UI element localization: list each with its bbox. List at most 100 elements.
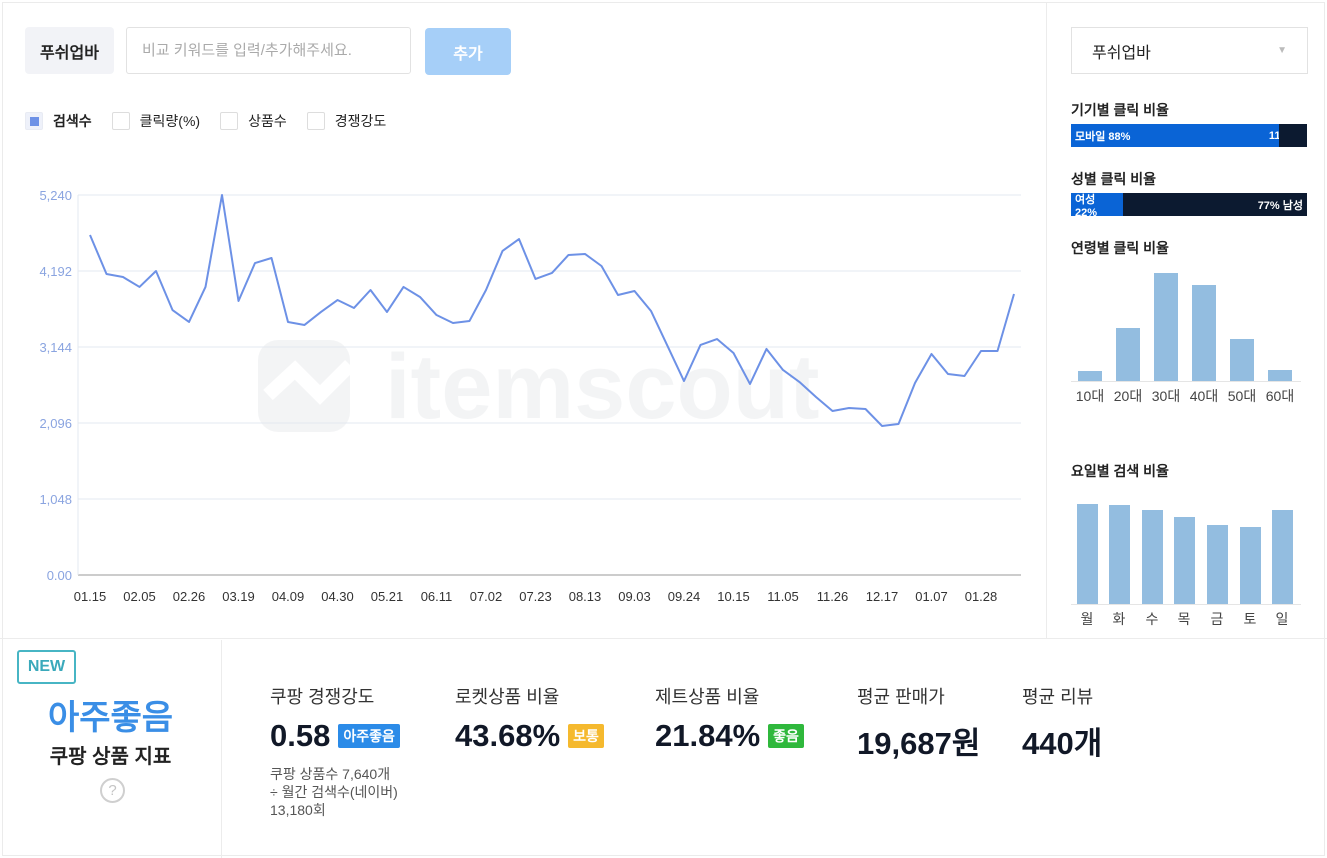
day-label: 일 — [1275, 611, 1289, 627]
pc-segment — [1278, 124, 1307, 147]
x-tick-label: 01.28 — [965, 589, 998, 604]
legend-label: 검색수 — [53, 113, 92, 129]
legend-competition[interactable]: 경쟁강도 — [306, 111, 387, 131]
day-label: 수 — [1145, 611, 1159, 627]
male-label: 77% 남성 — [1257, 199, 1303, 212]
age-bar — [1192, 284, 1216, 381]
metric-label: 평균 판매가 — [857, 687, 945, 707]
divider — [0, 638, 1327, 639]
add-button[interactable]: 추가 — [425, 28, 511, 75]
legend-search-count[interactable]: 검색수 — [25, 111, 92, 131]
chevron-down-icon: ▼ — [1277, 45, 1287, 56]
grade-badge: 아주좋음 — [338, 724, 400, 748]
metric-value: 19,687원 — [857, 718, 980, 763]
age-bar — [1230, 338, 1254, 381]
gender-ratio-bar: 여성 22% 77% 남성 — [1071, 193, 1307, 219]
day-label: 화 — [1112, 611, 1126, 627]
y-tick-label: 4,192 — [39, 264, 72, 279]
metric-value: 0.58 아주좋음 — [270, 718, 400, 754]
day-label: 목 — [1177, 611, 1191, 627]
age-label: 40대 — [1189, 388, 1219, 404]
x-tick-label: 06.11 — [421, 589, 453, 604]
legend-label: 상품수 — [248, 113, 287, 129]
avg-review-value: 440개 — [1022, 726, 1103, 761]
note-line: ÷ 월간 검색수(네이버) — [270, 784, 398, 800]
legend-label: 클릭량(%) — [139, 113, 201, 129]
x-tick-label: 10.15 — [717, 589, 750, 604]
checkbox[interactable] — [111, 112, 130, 130]
legend-label: 경쟁강도 — [334, 113, 387, 129]
divider — [221, 640, 222, 858]
mobile-label: 모바일 88% — [1075, 130, 1131, 143]
age-bar — [1078, 371, 1102, 381]
x-tick-label: 09.03 — [618, 589, 651, 604]
keyword-chip[interactable]: 푸쉬업바 — [25, 27, 114, 74]
metric-label: 로켓상품 비율 — [455, 687, 560, 707]
x-tick-label: 02.26 — [173, 589, 206, 604]
age-label: 50대 — [1227, 388, 1257, 404]
x-tick-label: 05.21 — [371, 589, 404, 604]
device-ratio-bar: 모바일 88%11% PC — [1071, 124, 1309, 147]
day-bar — [1239, 527, 1261, 604]
jet-ratio-value: 21.84% — [655, 718, 761, 753]
x-tick-label: 09.24 — [668, 589, 701, 604]
watermark-text: itemscout — [385, 336, 820, 438]
age-bar — [1154, 273, 1178, 381]
x-tick-label: 11.05 — [767, 589, 799, 604]
day-label: 토 — [1243, 611, 1257, 627]
x-tick-label: 02.05 — [123, 589, 156, 604]
y-tick-label: 0.00 — [47, 568, 72, 583]
day-title: 요일별 검색 비율 — [1071, 463, 1169, 479]
note-line: 쿠팡 상품수 7,640개 — [270, 766, 391, 782]
help-icon[interactable]: ? — [100, 778, 125, 803]
age-label: 60대 — [1265, 388, 1295, 404]
age-label: 20대 — [1113, 388, 1143, 404]
coupang-indicator-title: 쿠팡 상품 지표 — [49, 746, 172, 768]
y-tick-label: 1,048 — [39, 492, 72, 507]
x-tick-label: 11.26 — [817, 589, 849, 604]
divider — [1046, 3, 1047, 639]
checkbox[interactable] — [306, 112, 325, 130]
metric-label: 쿠팡 경쟁강도 — [270, 687, 375, 707]
day-label: 월 — [1080, 611, 1094, 627]
x-tick-label: 01.07 — [915, 589, 948, 604]
keyword-select[interactable]: 푸쉬업바 ▼ — [1071, 27, 1308, 74]
legend-click-rate[interactable]: 클릭량(%) — [111, 111, 201, 131]
y-tick-label: 5,240 — [39, 188, 72, 203]
metric-value: 440개 — [1022, 718, 1102, 763]
new-badge: NEW — [17, 650, 76, 684]
avg-price-value: 19,687원 — [857, 726, 981, 761]
day-bar — [1108, 505, 1130, 604]
watermark-logo: itemscout — [258, 336, 820, 438]
checkbox[interactable] — [220, 112, 239, 130]
metric-value: 43.68% 보통 — [455, 718, 604, 754]
day-bar — [1271, 510, 1293, 604]
legend-product-count[interactable]: 상품수 — [220, 111, 287, 131]
day-bar — [1076, 504, 1098, 604]
female-segment: 여성 22% — [1071, 193, 1123, 219]
device-title: 기기별 클릭 비율 — [1071, 102, 1169, 118]
grade-badge: 좋음 — [768, 724, 804, 748]
male-segment: 77% 남성 — [1254, 193, 1307, 216]
metric-label: 제트상품 비율 — [655, 687, 760, 707]
day-bar — [1141, 509, 1163, 604]
competition-note: 쿠팡 상품수 7,640개 ÷ 월간 검색수(네이버) 13,180회 — [270, 765, 440, 819]
age-label: 10대 — [1075, 388, 1105, 404]
x-tick-label: 04.09 — [272, 589, 305, 604]
female-label: 여성 22% — [1075, 193, 1098, 219]
x-tick-label: 04.30 — [321, 589, 354, 604]
day-label: 금 — [1210, 611, 1224, 627]
series-line — [89, 194, 1015, 427]
x-tick-label: 03.19 — [222, 589, 255, 604]
note-line: 13,180회 — [270, 802, 326, 818]
compare-keyword-input[interactable] — [126, 27, 411, 74]
select-value: 푸쉬업바 — [1092, 44, 1151, 62]
y-tick-label: 3,144 — [39, 340, 72, 355]
checkbox[interactable] — [25, 112, 43, 130]
metric-value: 21.84% 좋음 — [655, 718, 804, 754]
age-title: 연령별 클릭 비율 — [1071, 240, 1169, 256]
metric-label: 평균 리뷰 — [1022, 687, 1094, 707]
x-tick-label: 12.17 — [866, 589, 899, 604]
age-axis — [1071, 381, 1301, 382]
